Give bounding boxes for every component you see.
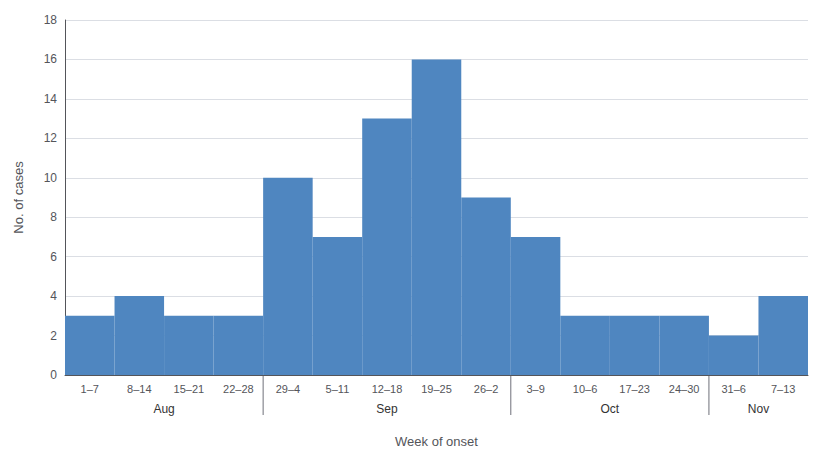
svg-text:6: 6 xyxy=(50,250,57,264)
svg-text:2: 2 xyxy=(50,329,57,343)
svg-text:15–21: 15–21 xyxy=(174,383,205,395)
svg-text:Oct: Oct xyxy=(601,402,620,416)
svg-text:0: 0 xyxy=(50,368,57,382)
svg-text:19–25: 19–25 xyxy=(421,383,452,395)
svg-text:4: 4 xyxy=(50,289,57,303)
svg-text:12: 12 xyxy=(44,131,58,145)
svg-text:Aug: Aug xyxy=(153,402,174,416)
svg-text:18: 18 xyxy=(44,13,58,27)
svg-text:1–7: 1–7 xyxy=(81,383,99,395)
svg-text:22–28: 22–28 xyxy=(223,383,254,395)
svg-text:8–14: 8–14 xyxy=(127,383,151,395)
svg-text:29–4: 29–4 xyxy=(276,383,300,395)
svg-text:31–6: 31–6 xyxy=(721,383,745,395)
svg-text:Sep: Sep xyxy=(376,402,398,416)
svg-text:5–11: 5–11 xyxy=(326,383,350,395)
svg-text:16: 16 xyxy=(44,52,58,66)
svg-text:8: 8 xyxy=(50,210,57,224)
svg-text:7–13: 7–13 xyxy=(771,383,795,395)
svg-text:14: 14 xyxy=(44,92,58,106)
svg-text:Nov: Nov xyxy=(748,402,769,416)
svg-text:No. of cases: No. of cases xyxy=(11,161,26,234)
svg-text:10–6: 10–6 xyxy=(573,383,597,395)
svg-text:12–18: 12–18 xyxy=(372,383,403,395)
svg-text:10: 10 xyxy=(44,171,58,185)
svg-text:24–30: 24–30 xyxy=(669,383,700,395)
svg-text:17–23: 17–23 xyxy=(619,383,650,395)
svg-text:26–2: 26–2 xyxy=(474,383,498,395)
svg-text:Week of onset: Week of onset xyxy=(395,434,478,449)
svg-text:3–9: 3–9 xyxy=(526,383,544,395)
